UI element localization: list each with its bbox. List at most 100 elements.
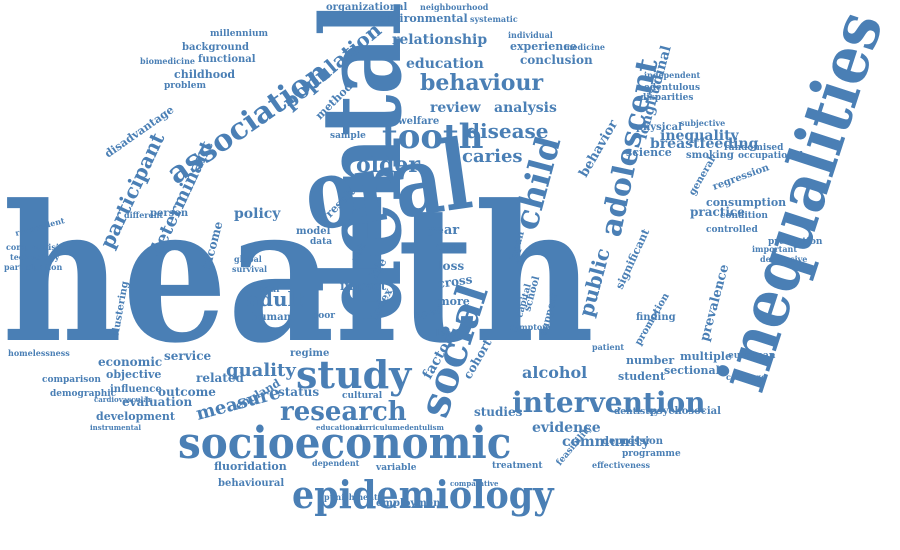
word-dependent: dependent [312,458,360,468]
word-depression: depression [602,436,664,447]
word-effectiveness: effectiveness [592,460,651,470]
word-coverage: coverage [726,372,766,382]
word-welfare: welfare [397,116,439,127]
word-tooth: tooth [382,117,484,157]
word-level: level [436,329,460,339]
word-care: care [436,239,465,253]
word-educational: educational [316,423,362,432]
word-systematic: systematic [470,14,518,24]
word-independent: independent [644,70,701,80]
word-cross: cross [436,272,473,291]
word-cardiovascular: cardiovascular [94,395,152,404]
word-organizational: organizational [326,2,407,13]
word-evidence: evidence [532,420,601,436]
word-sectional: sectional [664,364,720,377]
word-consumption: consumption [706,196,786,209]
word-study: study [296,352,412,397]
word-problem: problem [164,81,206,91]
word-older: older [356,152,420,178]
word-dental: dental [297,2,426,322]
word-occupational: occupational [738,151,804,161]
word-sample: sample [330,131,366,141]
word-disease: disease [466,119,549,143]
word-community: community [562,434,651,450]
word-individual: individual [508,30,553,40]
word-environmental: environmental [378,12,468,25]
word-general: general [687,155,718,198]
word-background: background [182,42,249,53]
word-breastfeeding: breastfeeding [650,136,759,152]
word-treatment: treatment [492,461,543,471]
word-physical: physical [636,122,682,133]
word-outcome: outcome [158,385,216,399]
word-regression: regression [711,162,771,193]
word-conclusion: conclusion [520,53,593,67]
word-influence: influence [110,384,162,395]
word-human: human [252,312,292,323]
word-behaviour: behaviour [420,70,543,96]
word-poor: poor [312,311,335,321]
word-inequality: inequality [660,128,740,144]
word-cultural: cultural [342,391,383,401]
word-adult: adult [246,287,305,311]
word-behavioural: behavioural [218,478,284,489]
word-homelessness: homelessness [8,348,70,358]
word-programme: programme [622,449,681,459]
word-oral: oral [298,119,478,254]
word-condition: condition [720,211,768,221]
word-demographic: demographic [50,389,117,399]
word-practice: practice [690,205,745,219]
word-millennium: millennium [210,29,269,39]
word-status: status [278,385,319,399]
word-comparison: comparison [42,375,101,385]
word-depressive: depressive [760,254,807,264]
word-important: important [752,244,797,254]
word-biomedicine: biomedicine [140,56,195,66]
word-subjective: subjective [680,118,725,128]
word-loss: loss [438,259,464,273]
word-number: number [626,354,674,367]
word-multiple: multiple [680,350,732,363]
word-studies: studies [474,405,523,419]
word-participation: participation [4,262,62,272]
word-edentulism: edentulism [400,423,444,432]
word-punishment: punishment [324,492,378,502]
word-model: model [296,226,331,237]
word-global: global [234,254,262,264]
word-functional: functional [198,54,256,65]
word-student: student [618,370,666,383]
word-different: different [124,210,163,220]
word-development: development [96,410,176,423]
word-experience: experience [510,40,577,53]
word-related: related [196,371,244,385]
word-science: science [626,146,672,159]
word-fluoridation: fluoridation [214,460,287,473]
word-socioeconomic: socioeconomic [178,416,511,468]
word-variable: variable [375,463,417,473]
word-smoking: smoking [686,150,734,161]
word-comparative: comparative [450,479,499,488]
word-edentulous: edentulous [644,83,700,93]
word-health: health [2,164,594,385]
word-symptom: symptom [510,322,551,332]
word-caries: caries [462,146,523,167]
word-instrumental: instrumental [90,423,141,432]
word-randomised: randomised [724,143,784,153]
word-regime: regime [290,348,329,359]
word-intervention: intervention [512,386,706,419]
word-data: data [310,237,332,247]
word-service: service [164,349,212,363]
word-relationship: relationship [392,32,487,48]
word-curriculum: curriculum [356,423,400,432]
word-disparities: disparities [640,93,693,103]
word-more: more [438,295,470,308]
word-prevention: prevention [768,237,823,247]
word-finding: finding [636,312,676,323]
word-trial: trial [258,285,280,295]
word-survival: survival [232,264,267,274]
word-education: education [406,56,484,72]
word-european: european [728,351,776,361]
word-dentistry: dentistry [614,407,660,417]
word-evaluation: evaluation [122,395,193,409]
